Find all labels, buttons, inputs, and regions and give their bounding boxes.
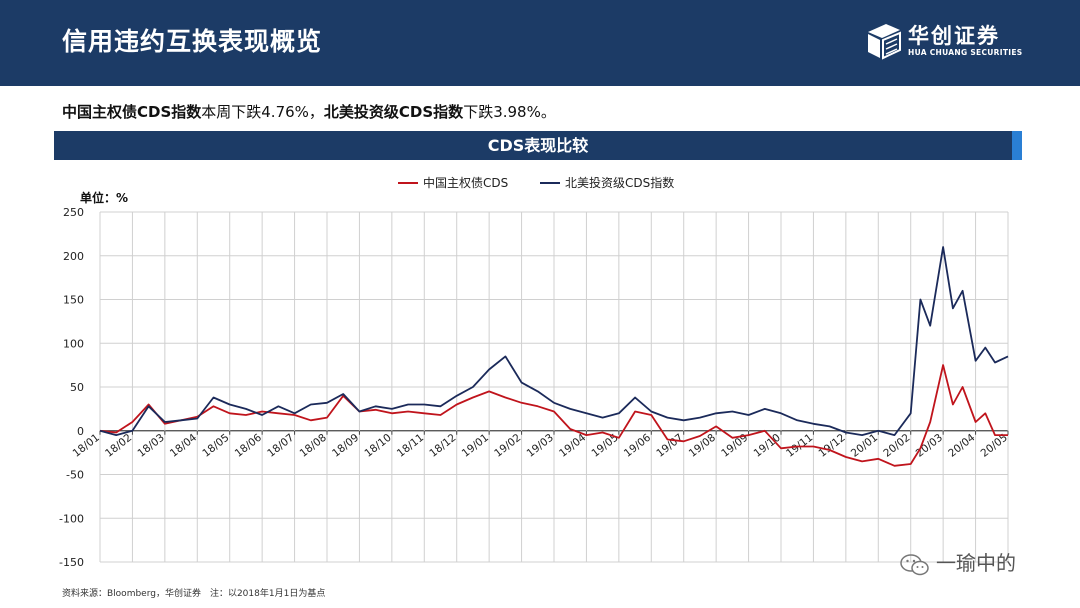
x-tick-label: 18/03: [135, 432, 166, 460]
x-tick-label: 18/02: [103, 432, 134, 460]
x-tick-label: 19/08: [687, 432, 718, 460]
series-line-na: [99, 246, 1009, 437]
series-line-china: [99, 364, 1008, 467]
cube-logo-icon: [868, 24, 901, 60]
y-tick-label: 200: [63, 250, 84, 263]
summary-china-change: 本周下跌4.76%，: [201, 103, 324, 121]
x-tick-label: 19/07: [654, 432, 685, 460]
summary-china-label: 中国主权债CDS指数: [62, 103, 202, 121]
x-tick-label: 18/06: [233, 431, 264, 459]
watermark-text: 一瑜中的: [936, 551, 1016, 575]
section-banner: CDS表现比较: [54, 131, 1022, 160]
y-tick-label: -50: [66, 469, 84, 482]
y-tick-label: 250: [63, 206, 84, 219]
y-tick-label: -100: [59, 512, 84, 525]
x-tick-label: 18/10: [362, 432, 393, 460]
y-tick-label: 50: [70, 381, 84, 394]
brand-logo: 华创证券 HUA CHUANG SECURITIES: [864, 20, 1054, 64]
source-note: 资料来源：Bloomberg，华创证券 注：以2018年1月1日为基点: [62, 589, 326, 599]
x-tick-label: 19/01: [460, 432, 491, 460]
x-tick-label: 18/05: [200, 432, 231, 460]
x-tick-label: 18/12: [427, 432, 458, 460]
wechat-icon: [900, 553, 929, 575]
x-tick-label: 20/01: [849, 432, 880, 460]
chart-legend: 中国主权债CDS 北美投资级CDS指数: [398, 175, 674, 190]
y-tick-label: -150: [59, 556, 84, 569]
x-tick-label: 18/09: [330, 432, 361, 460]
banner-title: CDS表现比较: [487, 136, 589, 155]
legend-label: 中国主权债CDS: [423, 175, 508, 190]
y-tick-label: 0: [77, 425, 84, 438]
banner-accent: [1012, 131, 1022, 160]
x-tick-label: 18/04: [168, 431, 199, 459]
x-tick-label: 20/04: [946, 431, 977, 459]
y-tick-label: 100: [63, 337, 84, 350]
x-tick-label: 19/02: [492, 432, 523, 460]
x-tick-label: 19/03: [525, 432, 556, 460]
x-tick-label: 20/03: [914, 432, 945, 460]
y-axis-labels: -150 -100 -50 0 50 100 150 200 250: [59, 206, 84, 569]
header-bar: 信用违约互换表现概览 华创证券 HUA CHUANG SECURITIES: [0, 0, 1080, 86]
x-tick-label: 18/11: [395, 432, 426, 460]
x-tick-label: 19/06: [622, 431, 653, 459]
x-tick-label: 19/04: [557, 431, 588, 459]
y-tick-label: 150: [63, 294, 84, 307]
x-tick-label: 19/05: [589, 432, 620, 460]
x-tick-label: 18/01: [71, 432, 102, 460]
logo-name-cn: 华创证券: [908, 24, 1000, 48]
logo-name-en: HUA CHUANG SECURITIES: [908, 48, 1023, 57]
summary-na-label: 北美投资级CDS指数: [323, 103, 464, 121]
page-title: 信用违约互换表现概览: [62, 27, 323, 56]
x-axis-labels: 18/01 18/02 18/03 18/04 18/05 18/06 18/07 18/08…: [71, 431, 1010, 459]
x-tick-label: 18/08: [298, 432, 329, 460]
summary-na-change: 下跌3.98%。: [463, 103, 556, 121]
legend-label: 北美投资级CDS指数: [565, 175, 674, 190]
x-tick-label: 18/07: [265, 432, 296, 460]
watermark: 一瑜中的: [900, 547, 1016, 576]
summary-text: 中国主权债CDS指数本周下跌4.76%，北美投资级CDS指数下跌3.98%。: [62, 101, 556, 122]
chart-grid: [99, 211, 1009, 563]
x-tick-label: 20/02: [881, 432, 912, 460]
unit-label: 单位：%: [80, 190, 128, 205]
series-lines: [99, 246, 1009, 467]
